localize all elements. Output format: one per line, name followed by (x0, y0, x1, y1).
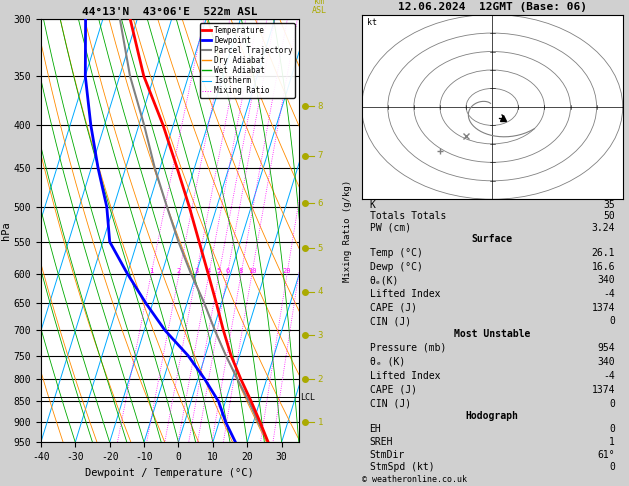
Text: 4: 4 (318, 287, 323, 296)
Text: 2: 2 (318, 375, 323, 384)
Text: 61°: 61° (598, 450, 615, 460)
Text: 1: 1 (318, 418, 323, 427)
Text: 8: 8 (239, 268, 243, 274)
Text: EH: EH (369, 424, 381, 434)
Text: km
ASL: km ASL (312, 0, 326, 15)
X-axis label: Dewpoint / Temperature (°C): Dewpoint / Temperature (°C) (86, 468, 254, 478)
Text: 10: 10 (248, 268, 256, 274)
Text: 1374: 1374 (591, 302, 615, 312)
Title: 44°13'N  43°06'E  522m ASL: 44°13'N 43°06'E 522m ASL (82, 7, 258, 17)
Text: 340: 340 (598, 275, 615, 285)
Text: Dewp (°C): Dewp (°C) (369, 261, 423, 272)
Text: 0: 0 (609, 463, 615, 472)
Text: 3: 3 (194, 268, 198, 274)
Text: 3.24: 3.24 (591, 223, 615, 233)
Text: 7: 7 (318, 151, 323, 160)
Text: Totals Totals: Totals Totals (369, 211, 446, 221)
Text: 0: 0 (609, 399, 615, 409)
Text: θₑ(K): θₑ(K) (369, 275, 399, 285)
Text: 6: 6 (225, 268, 230, 274)
Text: 26.1: 26.1 (591, 248, 615, 258)
Text: LCL: LCL (300, 393, 314, 401)
Text: CAPE (J): CAPE (J) (369, 302, 416, 312)
Text: Surface: Surface (472, 234, 513, 244)
Legend: Temperature, Dewpoint, Parcel Trajectory, Dry Adiabat, Wet Adiabat, Isotherm, Mi: Temperature, Dewpoint, Parcel Trajectory… (199, 23, 295, 98)
Text: Most Unstable: Most Unstable (454, 329, 530, 339)
Text: 35: 35 (603, 200, 615, 210)
Text: 12.06.2024  12GMT (Base: 06): 12.06.2024 12GMT (Base: 06) (398, 2, 587, 12)
Text: 0: 0 (609, 316, 615, 326)
Text: StmSpd (kt): StmSpd (kt) (369, 463, 434, 472)
Text: 954: 954 (598, 343, 615, 353)
Text: Mixing Ratio (g/kg): Mixing Ratio (g/kg) (343, 180, 352, 282)
Text: 5: 5 (318, 244, 323, 253)
Text: 2: 2 (177, 268, 181, 274)
Text: Pressure (mb): Pressure (mb) (369, 343, 446, 353)
Text: -4: -4 (603, 289, 615, 299)
Text: 6: 6 (318, 199, 323, 208)
Text: 20: 20 (283, 268, 291, 274)
Text: 1: 1 (149, 268, 153, 274)
Text: K: K (369, 200, 376, 210)
Text: 50: 50 (603, 211, 615, 221)
Text: CAPE (J): CAPE (J) (369, 385, 416, 395)
Text: -4: -4 (603, 371, 615, 381)
Text: Lifted Index: Lifted Index (369, 371, 440, 381)
Text: Lifted Index: Lifted Index (369, 289, 440, 299)
Text: Hodograph: Hodograph (465, 411, 519, 421)
Text: CIN (J): CIN (J) (369, 399, 411, 409)
Text: 1: 1 (609, 437, 615, 447)
Text: © weatheronline.co.uk: © weatheronline.co.uk (362, 475, 467, 484)
Text: 8: 8 (318, 102, 323, 111)
Text: Temp (°C): Temp (°C) (369, 248, 423, 258)
Text: SREH: SREH (369, 437, 393, 447)
Text: 3: 3 (318, 331, 323, 340)
Text: θₑ (K): θₑ (K) (369, 357, 404, 367)
Text: 340: 340 (598, 357, 615, 367)
Text: StmDir: StmDir (369, 450, 404, 460)
Text: CIN (J): CIN (J) (369, 316, 411, 326)
Text: 4: 4 (207, 268, 211, 274)
Y-axis label: hPa: hPa (1, 222, 11, 240)
Text: 16.6: 16.6 (591, 261, 615, 272)
Text: 5: 5 (217, 268, 221, 274)
Text: kt: kt (367, 18, 377, 27)
Text: 0: 0 (609, 424, 615, 434)
Text: PW (cm): PW (cm) (369, 223, 411, 233)
Text: 1374: 1374 (591, 385, 615, 395)
